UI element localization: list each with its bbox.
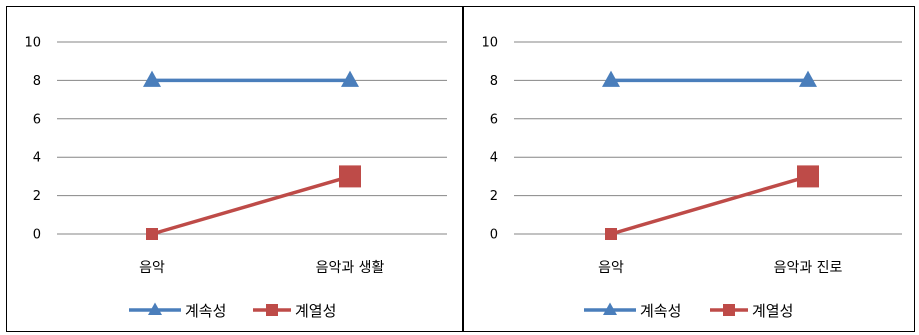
data-point <box>797 165 819 188</box>
data-point <box>146 228 158 240</box>
legend-marker <box>723 304 735 316</box>
data-point <box>602 70 620 87</box>
y-tick-label: 0 <box>33 228 41 243</box>
y-tick-label: 2 <box>33 189 41 204</box>
legend-label: 계속성 <box>185 302 226 320</box>
x-category-label: 음악 <box>139 260 165 276</box>
legend-label: 계속성 <box>640 302 681 320</box>
y-tick-label: 4 <box>490 151 498 166</box>
y-tick-label: 2 <box>490 189 498 204</box>
x-category-label: 음악 <box>598 260 624 276</box>
y-tick-label: 6 <box>490 112 498 127</box>
legend-marker <box>266 304 278 316</box>
legend: 계속성 계열성 <box>129 302 336 320</box>
series-line <box>151 174 351 236</box>
series-sequence <box>605 165 819 240</box>
y-tick-label: 6 <box>33 112 41 127</box>
y-tick-label: 8 <box>490 74 498 89</box>
series-sequence <box>146 165 361 240</box>
data-point <box>799 70 817 87</box>
series-continuity <box>143 70 359 87</box>
y-tick-label: 10 <box>481 36 498 51</box>
x-category-label: 음악과 생활 <box>316 260 385 276</box>
series-line <box>610 174 809 236</box>
y-tick-label: 0 <box>490 228 498 243</box>
y-tick-label: 4 <box>33 151 41 166</box>
legend-label: 계열성 <box>295 302 336 320</box>
series-continuity <box>602 70 817 87</box>
y-tick-label: 10 <box>24 36 41 51</box>
legend-marker <box>148 302 162 316</box>
y-tick-label: 8 <box>33 74 41 89</box>
legend: 계속성 계열성 <box>584 302 793 320</box>
legend-marker <box>603 302 617 316</box>
legend-label: 계열성 <box>752 302 793 320</box>
data-point <box>341 70 359 87</box>
data-point <box>143 70 161 87</box>
x-category-label: 음악과 진로 <box>774 260 843 276</box>
data-point <box>339 165 361 188</box>
data-point <box>605 228 617 240</box>
